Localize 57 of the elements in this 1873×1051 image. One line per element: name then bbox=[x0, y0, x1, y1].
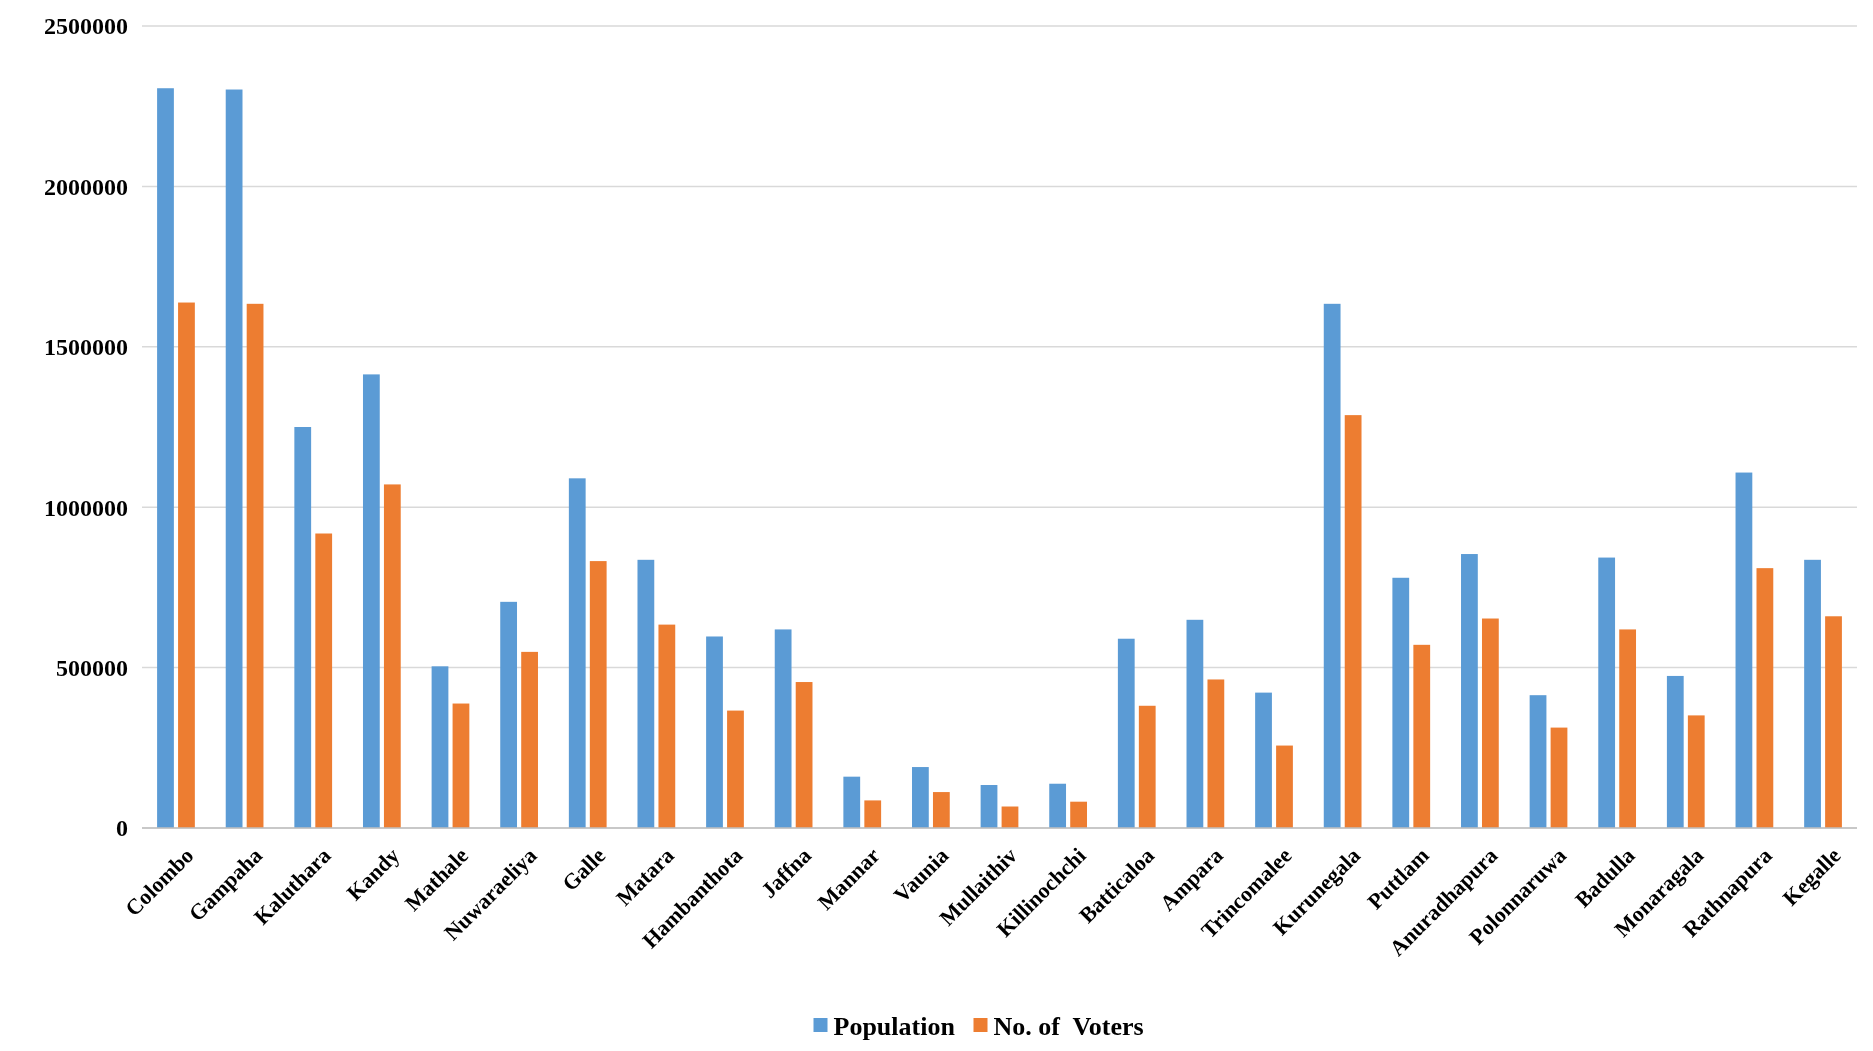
bar bbox=[1619, 629, 1637, 828]
bar bbox=[1825, 616, 1842, 828]
legend-label: Population bbox=[833, 1012, 956, 1042]
bar bbox=[246, 303, 264, 828]
bar bbox=[1344, 415, 1362, 828]
y-tick-label: 500000 bbox=[56, 655, 128, 681]
bar bbox=[315, 533, 333, 828]
bar bbox=[912, 767, 929, 828]
bar bbox=[362, 374, 380, 828]
bar bbox=[658, 624, 676, 828]
bar bbox=[706, 636, 723, 828]
bar bbox=[1735, 472, 1753, 828]
y-tick-label: 2000000 bbox=[44, 173, 128, 200]
bar bbox=[1207, 679, 1225, 828]
bar bbox=[1070, 801, 1087, 828]
bar bbox=[1138, 705, 1156, 828]
bar bbox=[568, 478, 586, 828]
bar bbox=[1481, 618, 1499, 828]
bar bbox=[1756, 568, 1774, 828]
bar bbox=[1413, 644, 1431, 828]
y-tick-label: 0 bbox=[116, 815, 128, 842]
bar bbox=[1323, 303, 1341, 828]
bar bbox=[431, 666, 449, 828]
bar bbox=[500, 601, 518, 828]
bar bbox=[727, 710, 744, 828]
bar bbox=[1117, 638, 1135, 828]
bar bbox=[589, 561, 607, 828]
bar bbox=[1392, 577, 1410, 828]
bar bbox=[774, 629, 792, 828]
bar bbox=[932, 792, 950, 828]
bar bbox=[1598, 557, 1616, 828]
bar bbox=[1049, 783, 1067, 828]
legend-label: No. of Voters bbox=[993, 1012, 1144, 1042]
y-tick-label: 1500000 bbox=[44, 334, 128, 361]
y-tick-label: 1000000 bbox=[44, 494, 128, 521]
bar bbox=[843, 776, 861, 828]
bar bbox=[225, 89, 243, 828]
bar bbox=[383, 484, 401, 828]
bar bbox=[1550, 727, 1568, 828]
bar bbox=[1461, 554, 1478, 828]
y-tick-label: 2500000 bbox=[44, 13, 128, 40]
bar bbox=[864, 800, 882, 828]
bar bbox=[980, 785, 998, 828]
bar bbox=[637, 559, 655, 828]
bar bbox=[294, 427, 312, 828]
bar bbox=[178, 302, 195, 828]
bar bbox=[795, 682, 813, 828]
bar bbox=[1276, 745, 1293, 828]
bar bbox=[521, 651, 538, 828]
bar bbox=[1529, 695, 1547, 828]
bar bbox=[452, 703, 470, 828]
bar bbox=[1804, 559, 1821, 828]
bar bbox=[1687, 715, 1705, 828]
bar bbox=[1255, 692, 1272, 828]
bar bbox=[157, 88, 174, 828]
bar bbox=[1186, 619, 1204, 828]
bar bbox=[1666, 675, 1684, 828]
